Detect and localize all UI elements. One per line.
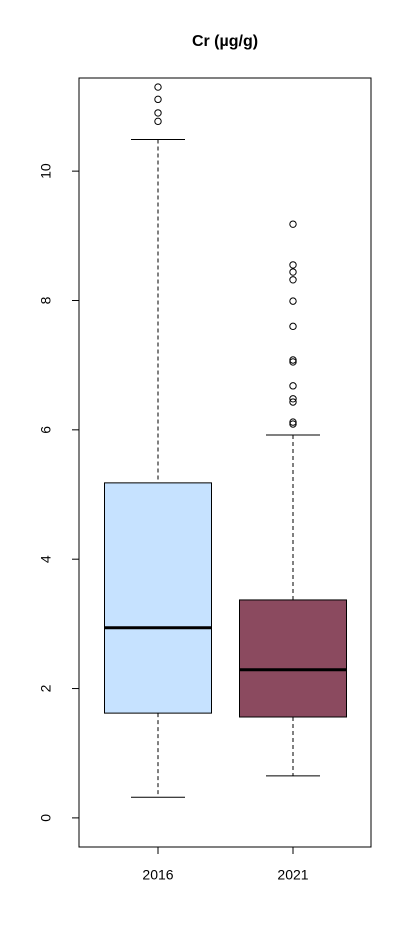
outlier <box>154 117 162 126</box>
outlier <box>154 109 162 117</box>
chart-title: Cr (µg/g) <box>192 33 258 50</box>
x-tick-label: 2021 <box>277 867 308 883</box>
y-tick-label: 0 <box>38 814 54 822</box>
outlier <box>289 420 297 428</box>
outlier <box>289 382 297 390</box>
y-tick-label: 10 <box>38 163 54 179</box>
outlier <box>289 418 297 426</box>
outlier <box>154 83 162 91</box>
outlier <box>154 95 162 104</box>
x-tick-label: 2016 <box>142 867 173 883</box>
plot-frame <box>78 77 372 848</box>
outlier <box>289 261 297 269</box>
outlier <box>289 220 297 228</box>
outlier <box>289 356 297 364</box>
y-tick-label: 4 <box>38 555 54 563</box>
outlier <box>289 358 297 366</box>
outlier <box>289 268 297 276</box>
outlier <box>289 322 297 331</box>
outlier <box>289 395 297 403</box>
outlier <box>289 398 297 406</box>
box <box>104 482 212 714</box>
y-tick-label: 2 <box>38 684 54 692</box>
y-tick-label: 6 <box>38 426 54 434</box>
outlier <box>289 276 297 284</box>
y-tick-label: 8 <box>38 296 54 304</box>
outlier <box>289 297 297 305</box>
box <box>239 599 347 718</box>
